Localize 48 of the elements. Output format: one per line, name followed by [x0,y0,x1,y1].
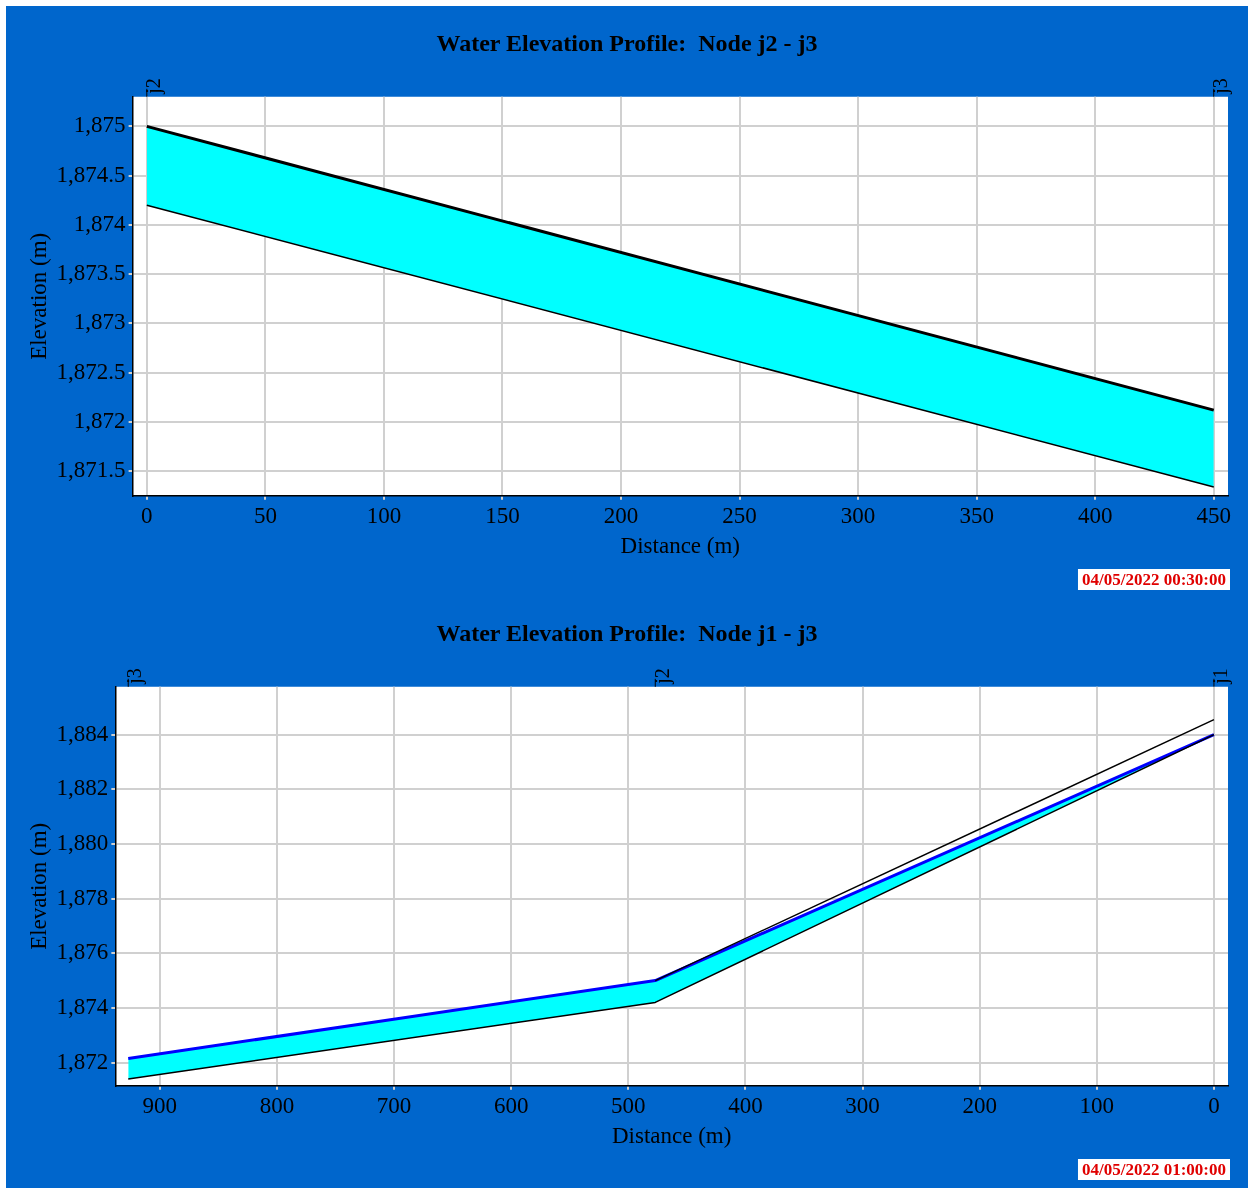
x-axis-title: Distance (m) [611,1123,732,1149]
ref-line-label: j3 [123,668,147,685]
text: 04/05/2022 00:30:00 [1081,569,1226,589]
y-tick-label: 1,874.5 [56,161,126,187]
x-tick-label: 200 [603,502,639,528]
x-tick-label: 900 [142,1092,178,1118]
x-tick-label: 700 [376,1092,412,1118]
x-tick-label: 100 [1079,1092,1115,1118]
x-tick-label: 200 [962,1092,997,1118]
ref-line-label: j1 [1209,668,1233,685]
y-tick-label: 1,882 [56,775,109,801]
y-tick-label: 1,884 [56,720,109,746]
y-tick-label: 1,874 [73,210,127,236]
x-tick-label: 300 [845,1092,880,1118]
y-tick-label: 1,880 [56,829,109,855]
y-tick-label: 1,873 [73,309,126,335]
x-tick-label: 500 [611,1092,646,1118]
x-tick-label: 400 [1077,502,1113,528]
x-tick-label: 250 [722,502,757,528]
x-tick-label: 100 [366,502,402,528]
y-tick-label: 1,871.5 [56,457,126,483]
y-tick-label: 1,872.5 [56,358,126,384]
x-tick-label: 600 [493,1092,529,1118]
x-axis-title: Distance (m) [620,533,741,559]
y-tick-label: 1,872 [56,1048,109,1074]
y-axis-title: Elevation (m) [25,232,51,360]
y-tick-label: 1,878 [56,884,109,910]
y-tick-label: 1,873.5 [56,260,126,286]
chart-title: Water Elevation Profile: Node j2 - j3 [436,29,818,56]
chart-title: Water Elevation Profile: Node j1 - j3 [436,619,818,646]
y-axis-title: Elevation (m) [25,822,51,950]
text: 04/05/2022 01:00:00 [1081,1159,1226,1179]
y-tick-label: 1,872 [73,407,126,433]
y-tick-label: 1,875 [73,112,126,138]
x-tick-label: 350 [959,502,994,528]
y-tick-label: 1,874 [56,993,109,1019]
ref-line-label: j2 [142,78,166,95]
x-tick-label: 400 [728,1092,763,1118]
x-tick-label: 450 [1196,502,1232,528]
x-tick-label: 150 [485,502,520,528]
y-tick-label: 1,876 [56,939,109,965]
x-tick-label: 50 [253,502,277,528]
x-tick-label: 300 [840,502,876,528]
ref-line-label: j3 [1209,78,1233,95]
x-tick-label: 0 [1208,1092,1220,1118]
ref-line-label: j2 [650,668,674,685]
x-tick-label: 0 [141,502,153,528]
x-tick-label: 800 [259,1092,295,1118]
